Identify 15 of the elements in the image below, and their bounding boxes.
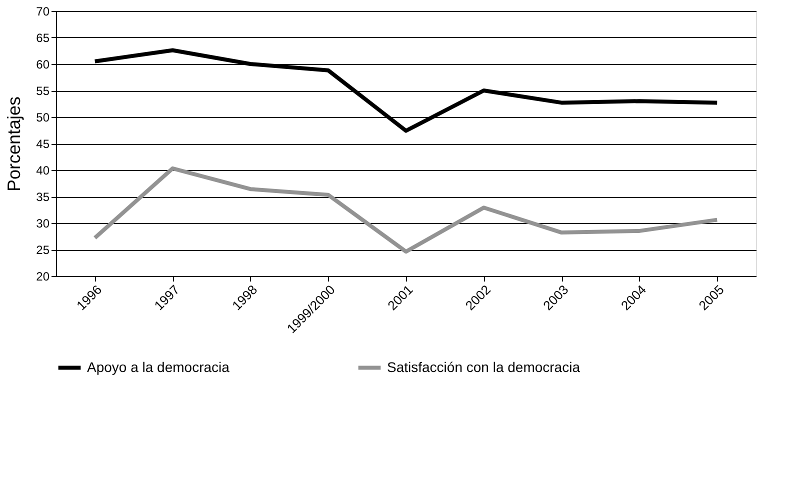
y-tick-label: 60 (36, 58, 50, 72)
legend-label: Apoyo a la democracia (87, 358, 230, 375)
y-tick-label: 65 (36, 31, 50, 45)
y-tick-label: 35 (36, 190, 50, 204)
y-axis-title: Porcentajes (4, 96, 24, 192)
y-tick-label: 50 (36, 110, 50, 124)
y-tick-label: 70 (36, 4, 50, 18)
legend-label: Satisfacción con la democracia (387, 358, 580, 375)
y-tick-label: 25 (36, 243, 50, 257)
y-tick-label: 45 (36, 137, 50, 151)
line-series (92, 166, 720, 254)
y-tick-label: 30 (36, 216, 50, 230)
y-tick-label: 55 (36, 84, 50, 98)
y-tick-label: 20 (36, 270, 50, 284)
y-tick-label: 40 (36, 164, 50, 178)
